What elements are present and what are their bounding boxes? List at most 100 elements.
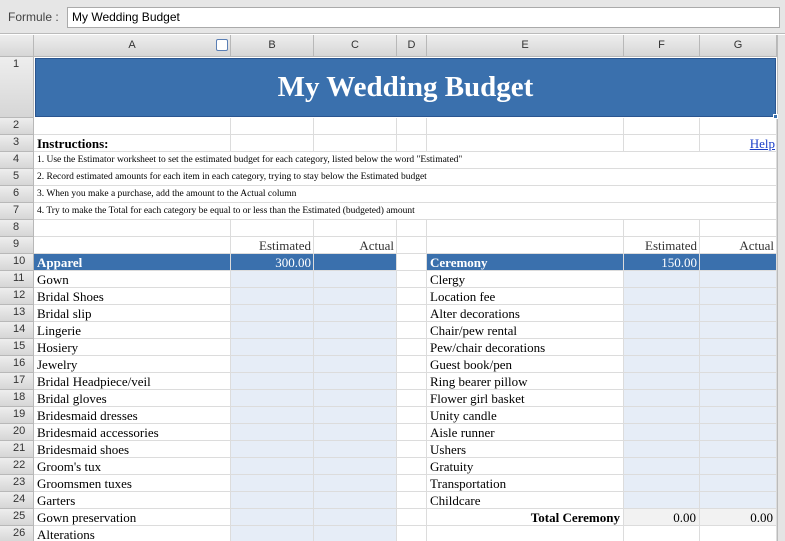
row-header[interactable]: 12 [0, 288, 34, 305]
column-header[interactable]: E [427, 35, 624, 57]
item: Bridesmaid shoes [37, 442, 130, 457]
cell [700, 373, 777, 390]
row-header[interactable]: 18 [0, 390, 34, 407]
cell [314, 356, 397, 373]
row-header[interactable]: 6 [0, 186, 34, 203]
total-label: Total Ceremony [530, 510, 620, 525]
cell [397, 220, 427, 237]
item: Groom's tux [37, 459, 102, 474]
formula-label: Formule : [8, 10, 59, 24]
item: Chair/pew rental [430, 323, 517, 338]
cell [427, 424, 624, 441]
row-header[interactable]: 11 [0, 271, 34, 288]
row-header[interactable]: 17 [0, 373, 34, 390]
row-header[interactable]: 14 [0, 322, 34, 339]
cell [397, 356, 427, 373]
cell [231, 424, 314, 441]
row-header[interactable]: 7 [0, 203, 34, 220]
cell [231, 441, 314, 458]
row-header[interactable]: 2 [0, 118, 34, 135]
column-header[interactable]: G [700, 35, 777, 57]
row-header[interactable]: 24 [0, 492, 34, 509]
cell [314, 322, 397, 339]
row-header[interactable]: 8 [0, 220, 34, 237]
column-header[interactable]: F [624, 35, 700, 57]
cell [427, 526, 624, 541]
item: Bridal Shoes [37, 289, 104, 304]
cell [397, 441, 427, 458]
cell [231, 288, 314, 305]
cell [34, 407, 231, 424]
row-header[interactable]: 16 [0, 356, 34, 373]
filter-button[interactable] [216, 39, 228, 51]
cell [624, 237, 700, 254]
cell [397, 509, 427, 526]
row-header[interactable]: 13 [0, 305, 34, 322]
row-header[interactable]: 23 [0, 475, 34, 492]
item: Flower girl basket [430, 391, 525, 406]
cell [700, 509, 777, 526]
cell [314, 407, 397, 424]
column-label: Estimated [645, 238, 697, 253]
row-header[interactable]: 21 [0, 441, 34, 458]
row-header[interactable]: 19 [0, 407, 34, 424]
formula-input[interactable]: My Wedding Budget [67, 7, 780, 28]
cell [427, 135, 624, 152]
cell [397, 424, 427, 441]
row-header[interactable]: 22 [0, 458, 34, 475]
item: Garters [37, 493, 76, 508]
row-header[interactable]: 3 [0, 135, 34, 152]
cell [231, 322, 314, 339]
cell [700, 237, 777, 254]
cell [314, 390, 397, 407]
cell [231, 407, 314, 424]
cell [700, 441, 777, 458]
cell [314, 339, 397, 356]
cell [700, 390, 777, 407]
row-header[interactable]: 26 [0, 526, 34, 541]
cell [427, 492, 624, 509]
cell [397, 390, 427, 407]
instruction-step: 3. When you make a purchase, add the amo… [37, 189, 297, 199]
cell [231, 237, 314, 254]
column-label: Estimated [259, 238, 311, 253]
instructions-heading: Instructions: [37, 136, 109, 151]
item: Gratuity [430, 459, 474, 474]
item: Guest book/pen [430, 357, 512, 372]
cell [34, 322, 231, 339]
row-header[interactable]: 1 [0, 57, 34, 118]
item: Location fee [430, 289, 496, 304]
row-header[interactable]: 25 [0, 509, 34, 526]
cell [700, 135, 777, 152]
cell [314, 288, 397, 305]
cell [700, 118, 777, 135]
row-header[interactable]: 9 [0, 237, 34, 254]
cell [314, 458, 397, 475]
cell [314, 118, 397, 135]
row-header[interactable]: 10 [0, 254, 34, 271]
cell [427, 237, 624, 254]
column-header[interactable]: C [314, 35, 397, 57]
item: Unity candle [430, 408, 497, 423]
cell [427, 407, 624, 424]
row-header[interactable]: 20 [0, 424, 34, 441]
row-header[interactable]: 5 [0, 169, 34, 186]
column-header[interactable]: A [34, 35, 231, 57]
help-link[interactable]: Help [749, 136, 775, 151]
cell [34, 169, 777, 186]
row-header[interactable]: 4 [0, 152, 34, 169]
cell [624, 424, 700, 441]
item: Alterations [37, 527, 95, 541]
row-header[interactable]: 15 [0, 339, 34, 356]
cell [231, 356, 314, 373]
column-header[interactable]: B [231, 35, 314, 57]
cell [700, 458, 777, 475]
cell [314, 271, 397, 288]
scrollbar [777, 35, 785, 541]
cell [231, 390, 314, 407]
category: Ceremony [430, 255, 488, 270]
instruction-step: 1. Use the Estimator worksheet to set th… [37, 155, 463, 165]
column-header[interactable]: D [397, 35, 427, 57]
cell [314, 492, 397, 509]
